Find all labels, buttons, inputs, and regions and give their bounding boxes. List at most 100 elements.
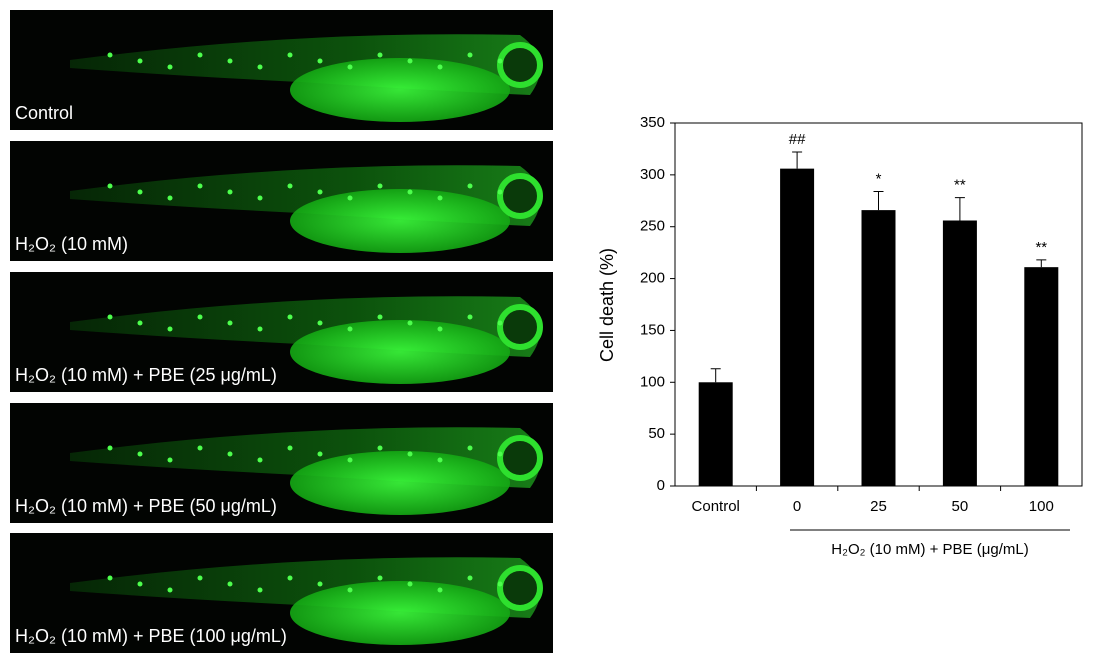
fish-yolk	[290, 451, 510, 515]
y-tick-label: 50	[648, 425, 665, 442]
fluorescent-spot	[467, 445, 473, 451]
x-tick-label: 100	[1029, 498, 1054, 515]
fluorescent-spot	[257, 326, 263, 332]
fluorescent-spot	[287, 52, 293, 58]
fluorescent-spot	[227, 189, 233, 195]
bar	[780, 168, 815, 487]
fish-yolk	[290, 189, 510, 253]
x-tick-label: Control	[692, 498, 740, 515]
fish-panel: Control	[10, 10, 553, 130]
fluorescent-spot	[257, 195, 263, 201]
fluorescent-spot	[197, 314, 203, 320]
fluorescent-spot	[377, 445, 383, 451]
x-tick-label: 0	[793, 498, 801, 515]
fluorescent-spot	[107, 445, 113, 451]
y-tick-label: 150	[640, 321, 665, 338]
significance-label: ##	[789, 131, 806, 148]
y-tick-label: 300	[640, 166, 665, 183]
fish-eye	[497, 435, 543, 481]
bar	[861, 210, 896, 486]
fish-eye	[497, 565, 543, 611]
x-tick-label: 50	[952, 498, 969, 515]
fluorescent-spot	[227, 451, 233, 457]
bar	[698, 382, 733, 486]
fluorescent-spot	[497, 58, 503, 64]
fluorescent-spot	[107, 575, 113, 581]
fish-panel: H₂O₂ (10 mM) + PBE (25 μg/mL)	[10, 272, 553, 392]
fish-panel: H₂O₂ (10 mM) + PBE (50 μg/mL)	[10, 403, 553, 523]
fluorescent-spot	[167, 195, 173, 201]
y-tick-label: 0	[657, 477, 665, 494]
fluorescent-spot	[377, 575, 383, 581]
panel-label: H₂O₂ (10 mM)	[15, 234, 128, 254]
fluorescent-spot	[227, 58, 233, 64]
y-tick-label: 350	[640, 114, 665, 131]
fluorescent-spot	[497, 189, 503, 195]
fluorescent-spot	[317, 189, 323, 195]
error-bar	[792, 151, 803, 169]
panel-label: H₂O₂ (10 mM) + PBE (50 μg/mL)	[15, 496, 277, 516]
error-bar	[873, 190, 884, 211]
fluorescent-spot	[227, 320, 233, 326]
fluorescent-spot	[137, 58, 143, 64]
panel-label: H₂O₂ (10 mM) + PBE (100 μg/mL)	[15, 626, 287, 646]
fluorescent-spot	[437, 64, 443, 70]
fluorescent-spot	[107, 183, 113, 189]
fluorescent-spot	[407, 451, 413, 457]
bar	[1024, 267, 1059, 486]
group-label: H₂O₂ (10 mM) + PBE (μg/mL)	[831, 541, 1028, 558]
error-bar	[1036, 259, 1047, 268]
fluorescent-spot	[407, 189, 413, 195]
fluorescent-spot	[317, 581, 323, 587]
fluorescent-spot	[407, 320, 413, 326]
fluorescent-spot	[197, 445, 203, 451]
error-bar	[954, 197, 965, 221]
fluorescent-spot	[317, 320, 323, 326]
fluorescent-spot	[317, 58, 323, 64]
fluorescent-spot	[287, 314, 293, 320]
fluorescent-spot	[497, 320, 503, 326]
fluorescent-spot	[377, 314, 383, 320]
fluorescent-spot	[107, 52, 113, 58]
fish-panel: H₂O₂ (10 mM)	[10, 141, 553, 261]
fluorescent-spot	[497, 581, 503, 587]
y-axis-label: Cell death (%)	[597, 248, 617, 362]
significance-label: **	[1035, 239, 1047, 256]
fluorescent-spot	[467, 575, 473, 581]
fluorescent-spot	[497, 451, 503, 457]
fluorescent-spot	[437, 587, 443, 593]
fluorescent-spot	[107, 314, 113, 320]
fluorescent-spot	[377, 52, 383, 58]
fluorescent-spot	[137, 189, 143, 195]
fluorescent-spot	[287, 575, 293, 581]
fluorescent-spot	[167, 64, 173, 70]
fluorescent-spot	[167, 457, 173, 463]
fish-yolk	[290, 58, 510, 122]
significance-label: *	[876, 170, 882, 187]
fluorescent-spot	[317, 451, 323, 457]
fish-eye	[497, 304, 543, 350]
fluorescent-spot	[437, 457, 443, 463]
fluorescent-spot	[347, 195, 353, 201]
fluorescent-spot	[257, 64, 263, 70]
y-tick-label: 250	[640, 218, 665, 235]
fluorescent-spot	[407, 581, 413, 587]
fluorescent-spot	[137, 581, 143, 587]
fluorescent-spot	[167, 326, 173, 332]
fluorescent-spot	[347, 326, 353, 332]
fluorescent-spot	[287, 445, 293, 451]
fish-yolk	[290, 320, 510, 384]
x-tick-label: 25	[870, 498, 887, 515]
fish-yolk	[290, 581, 510, 645]
fluorescent-spot	[257, 587, 263, 593]
y-tick-label: 200	[640, 270, 665, 287]
fluorescent-spot	[137, 320, 143, 326]
error-bar	[710, 368, 721, 383]
significance-label: **	[954, 177, 966, 194]
fluorescent-spot	[287, 183, 293, 189]
fluorescent-spot	[407, 58, 413, 64]
y-tick-label: 100	[640, 373, 665, 390]
fluorescent-spot	[347, 457, 353, 463]
fish-panel: H₂O₂ (10 mM) + PBE (100 μg/mL)	[10, 533, 553, 653]
